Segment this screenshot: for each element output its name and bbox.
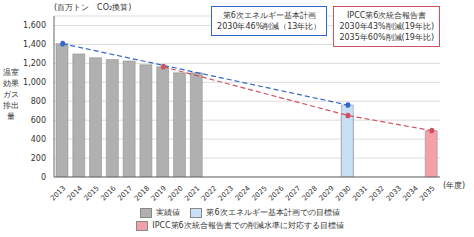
svg-text:0: 0 <box>41 173 46 182</box>
svg-text:2022: 2022 <box>200 184 218 202</box>
svg-text:1,000: 1,000 <box>23 78 46 87</box>
svg-text:1,600: 1,600 <box>23 21 46 30</box>
svg-text:2033: 2033 <box>385 184 403 202</box>
svg-text:400: 400 <box>31 135 46 144</box>
svg-text:600: 600 <box>31 116 46 125</box>
svg-text:2028: 2028 <box>301 184 319 202</box>
svg-text:800: 800 <box>31 97 46 106</box>
svg-text:2013: 2013 <box>49 184 67 202</box>
svg-text:2014: 2014 <box>66 184 85 203</box>
svg-text:2031: 2031 <box>351 184 369 202</box>
html-text:実績値: 実績値 <box>156 208 181 217</box>
html-text:第6次エネルギー基本計画での目標値: 第6次エネルギー基本計画での目標値 <box>206 208 340 217</box>
svg-text:2015: 2015 <box>83 184 101 202</box>
html-text:(年度): (年度) <box>443 181 466 190</box>
svg-text:2030: 2030 <box>334 184 352 202</box>
svg-text:2019: 2019 <box>150 184 168 202</box>
svg-text:2026: 2026 <box>267 184 286 203</box>
svg-text:2027: 2027 <box>284 184 302 202</box>
svg-text:2034: 2034 <box>401 184 420 203</box>
svg-text:2024: 2024 <box>234 184 253 203</box>
svg-text:2023: 2023 <box>217 184 235 202</box>
svg-text:2035: 2035 <box>418 184 436 202</box>
svg-text:2017: 2017 <box>116 184 134 202</box>
html-text:温室 効果 ガス 排出 量: 温室 効果 ガス 排出 量 <box>3 67 19 121</box>
svg-text:2029: 2029 <box>318 184 336 202</box>
svg-text:2016: 2016 <box>99 184 118 203</box>
svg-text:2020: 2020 <box>167 184 185 202</box>
svg-text:1,200: 1,200 <box>23 59 46 68</box>
svg-text:1,400: 1,400 <box>23 40 46 49</box>
svg-text:2025: 2025 <box>250 184 268 202</box>
svg-text:2032: 2032 <box>368 184 386 202</box>
svg-text:2021: 2021 <box>183 184 201 202</box>
html-text:第6次エネルギー基本計画 2030年46%削減（13年比）: 第6次エネルギー基本計画 2030年46%削減（13年比） <box>217 11 322 31</box>
svg-text:2018: 2018 <box>133 184 151 202</box>
svg-text:200: 200 <box>31 154 46 163</box>
html-text:IPCC第6次統合報告書での削減水準に対応する目標値: IPCC第6次統合報告書での削減水準に対応する目標値 <box>152 221 344 230</box>
html-text:(百万トン CO₂換算): (百万トン CO₂換算) <box>54 3 132 12</box>
html-text:IPCC第6次統合報告書 2030年43%削減(19年比): IPCC第6次統合報告書 2030年43%削減(19年比) 2035年60%削減… <box>339 11 434 42</box>
